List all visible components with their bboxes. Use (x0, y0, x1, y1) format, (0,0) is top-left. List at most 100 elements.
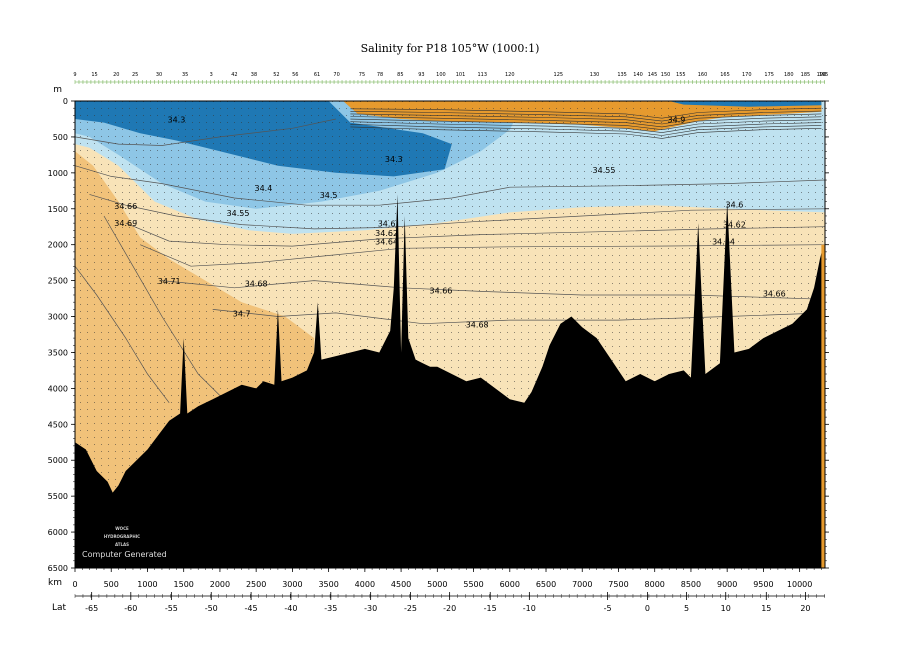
x-tick-label: 9000 (717, 580, 737, 589)
x-tick-label: 3500 (318, 580, 338, 589)
y-tick-label: 1000 (48, 169, 68, 178)
lat-tick-label: -45 (245, 604, 258, 613)
station-label: 78 (377, 72, 383, 78)
y-tick-label: 0 (63, 97, 68, 106)
station-label: 190 (817, 72, 827, 78)
station-label: 113 (477, 72, 487, 78)
lat-axis-label: Lat (52, 603, 67, 613)
contour-label: 34.3 (168, 116, 186, 125)
lat-tick-label: -10 (523, 604, 536, 613)
lat-tick-label: -65 (85, 604, 98, 613)
lat-tick-label: -15 (484, 604, 497, 613)
x-tick-label: 1000 (137, 580, 157, 589)
y-tick-label: 5500 (48, 492, 68, 501)
lat-tick-label: -50 (205, 604, 218, 613)
station-label: 125 (554, 72, 564, 78)
contour-label: 34.66 (114, 202, 137, 211)
x-tick-label: 4500 (391, 580, 411, 589)
station-label: 93 (418, 72, 424, 78)
station-label: 195 (819, 72, 829, 78)
contour-label: 34.3 (385, 155, 403, 164)
woce-logo-text: HYDROGRAPHIC (104, 534, 140, 539)
station-label: 38 (251, 72, 257, 78)
station-label: 135 (617, 72, 627, 78)
east-edge-strip (821, 244, 826, 568)
lat-tick-label: -55 (165, 604, 178, 613)
contour-label: 34.5 (320, 191, 338, 200)
x-tick-label: 8000 (645, 580, 665, 589)
contour-label: 34.71 (158, 277, 181, 286)
station-label: 145 (648, 72, 658, 78)
station-label: 15 (91, 72, 97, 78)
station-label: 20 (113, 72, 119, 78)
x-tick-label: 4000 (355, 580, 375, 589)
lat-tick-label: -40 (284, 604, 297, 613)
y-tick-label: 2500 (48, 277, 68, 286)
y-axis-unit: m (53, 85, 62, 95)
station-label: 42 (231, 72, 237, 78)
station-label: 3 (210, 72, 213, 78)
y-tick-label: 500 (53, 133, 68, 142)
station-label: 61 (314, 72, 320, 78)
woce-logo-text: ATLAS (115, 542, 129, 547)
station-label: 160 (698, 72, 708, 78)
contour-label: 34.68 (245, 279, 268, 288)
station-label: 75 (359, 72, 365, 78)
x-tick-label: 8500 (681, 580, 701, 589)
station-label: 30 (156, 72, 162, 78)
station-label: 52 (273, 72, 279, 78)
station-label: 180 (784, 72, 794, 78)
x-tick-label: 6500 (536, 580, 556, 589)
station-label: 165 (720, 72, 730, 78)
lat-tick-label: -5 (604, 604, 612, 613)
contour-label: 34.66 (429, 287, 452, 296)
x-tick-label: 0 (72, 580, 77, 589)
y-tick-label: 2000 (48, 241, 68, 250)
station-label: 150 (661, 72, 671, 78)
lat-tick-label: 15 (761, 604, 771, 613)
woce-logo-text: WOCE (115, 526, 129, 531)
x-tick-label: 2500 (246, 580, 266, 589)
x-tick-label: 500 (104, 580, 119, 589)
lat-tick-label: -20 (443, 604, 456, 613)
contour-label: 34.55 (593, 166, 616, 175)
x-tick-label: 5000 (427, 580, 447, 589)
seafloor-bathymetry (75, 194, 825, 568)
contour-label: 34.7 (233, 310, 251, 319)
station-label: 56 (292, 72, 298, 78)
y-tick-label: 4500 (48, 420, 68, 429)
lat-tick-label: 20 (800, 604, 810, 613)
lat-tick-label: -25 (404, 604, 417, 613)
x-tick-label: 7000 (572, 580, 592, 589)
station-label: 140 (633, 72, 643, 78)
contour-label: 34.6 (726, 200, 744, 209)
station-label: 25 (132, 72, 138, 78)
contour-label: 34.64 (375, 238, 398, 247)
station-label: 100 (436, 72, 446, 78)
station-label: 155 (676, 72, 686, 78)
x-tick-label: 9500 (753, 580, 773, 589)
contour-label: 34.62 (723, 220, 746, 229)
contour-label: 34.62 (375, 229, 398, 238)
contour-label: 34.9 (668, 116, 686, 125)
station-label: 170 (742, 72, 752, 78)
y-tick-label: 5000 (48, 456, 68, 465)
x-axis-unit: km (48, 578, 62, 588)
computer-generated-note: Computer Generated (82, 550, 167, 559)
station-label: 175 (764, 72, 774, 78)
x-tick-label: 3000 (282, 580, 302, 589)
x-tick-label: 7500 (608, 580, 628, 589)
y-tick-label: 3500 (48, 348, 68, 357)
x-tick-label: 1500 (174, 580, 194, 589)
y-tick-label: 6000 (48, 528, 68, 537)
station-label: 35 (182, 72, 188, 78)
contour-label: 34.64 (712, 238, 735, 247)
plot-frame (74, 100, 826, 569)
x-tick-label: 10000 (787, 580, 812, 589)
contour-label: 34.6 (378, 220, 396, 229)
station-label: 70 (333, 72, 339, 78)
lat-tick-label: -35 (324, 604, 337, 613)
station-label: 120 (505, 72, 515, 78)
lat-tick-label: 0 (645, 604, 650, 613)
